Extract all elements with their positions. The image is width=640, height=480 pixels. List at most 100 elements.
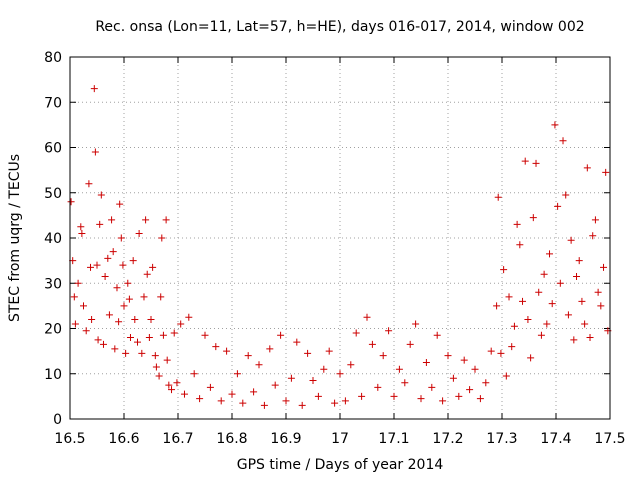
data-point xyxy=(116,200,124,208)
data-point xyxy=(201,331,209,339)
data-point xyxy=(135,229,143,237)
data-point xyxy=(119,261,127,269)
data-point xyxy=(180,390,188,398)
data-point xyxy=(439,397,447,405)
data-point xyxy=(125,295,133,303)
data-point xyxy=(190,370,198,378)
data-point xyxy=(74,279,82,287)
data-point xyxy=(460,356,468,364)
data-point xyxy=(521,157,529,165)
data-point xyxy=(444,352,452,360)
data-point xyxy=(88,315,96,323)
data-point xyxy=(597,302,605,310)
x-tick-label: 17.1 xyxy=(378,431,409,447)
data-point xyxy=(524,315,532,323)
data-point xyxy=(91,148,99,156)
data-point xyxy=(255,361,263,369)
data-point xyxy=(422,358,430,366)
data-point xyxy=(77,223,85,231)
data-point xyxy=(244,352,252,360)
data-point xyxy=(600,263,608,271)
data-point xyxy=(157,293,165,301)
data-point xyxy=(433,331,441,339)
y-tick-label: 40 xyxy=(44,231,62,247)
data-point xyxy=(494,193,502,201)
data-point xyxy=(196,395,204,403)
data-point xyxy=(406,340,414,348)
data-point xyxy=(395,365,403,373)
data-point xyxy=(140,293,148,301)
data-point xyxy=(124,279,132,287)
y-tick-label: 60 xyxy=(44,141,62,157)
data-point xyxy=(173,379,181,387)
data-point xyxy=(482,379,490,387)
data-point xyxy=(385,327,393,335)
data-point xyxy=(540,270,548,278)
data-point xyxy=(513,220,521,228)
data-point xyxy=(412,320,420,328)
data-point xyxy=(131,315,139,323)
data-point xyxy=(559,137,567,145)
data-point xyxy=(155,372,163,380)
y-tick-label: 80 xyxy=(44,50,62,66)
data-point xyxy=(575,257,583,265)
data-point xyxy=(543,320,551,328)
y-axis-label: STEC from uqrg / TECUs xyxy=(7,154,23,322)
data-point xyxy=(562,191,570,199)
data-point xyxy=(487,347,495,355)
data-point xyxy=(581,320,589,328)
data-point xyxy=(298,401,306,409)
data-point xyxy=(90,85,98,93)
x-axis-label: GPS time / Days of year 2014 xyxy=(237,457,444,473)
data-point xyxy=(532,159,540,167)
data-points xyxy=(67,85,612,409)
data-point xyxy=(108,216,116,224)
data-point xyxy=(287,374,295,382)
data-point xyxy=(379,352,387,360)
data-point xyxy=(85,180,93,188)
data-point xyxy=(228,390,236,398)
data-point xyxy=(71,320,79,328)
y-tick-label: 20 xyxy=(44,322,62,338)
data-point xyxy=(556,279,564,287)
data-point xyxy=(527,354,535,362)
data-point xyxy=(152,363,160,371)
x-tick-label: 16.6 xyxy=(108,431,139,447)
data-point xyxy=(493,302,501,310)
data-point xyxy=(177,320,185,328)
data-point xyxy=(120,302,128,310)
data-point xyxy=(516,241,524,249)
data-point xyxy=(529,214,537,222)
y-tick-label: 70 xyxy=(44,95,62,111)
x-tick-label: 16.5 xyxy=(54,431,85,447)
data-point xyxy=(168,386,176,394)
data-point xyxy=(115,318,123,326)
data-point xyxy=(99,340,107,348)
data-point xyxy=(293,338,301,346)
data-point xyxy=(82,327,90,335)
x-tick-labels: 16.5 16.6 16.7 16.8 16.9 17 17.1 17.2 17.3 17.4 17… xyxy=(54,431,625,447)
data-point xyxy=(129,257,137,265)
x-tick-label: 16.9 xyxy=(270,431,301,447)
y-tick-label: 10 xyxy=(44,367,62,383)
data-point xyxy=(158,234,166,242)
data-point xyxy=(117,234,125,242)
data-point xyxy=(368,340,376,348)
data-point xyxy=(535,288,543,296)
data-point xyxy=(96,220,104,228)
data-point xyxy=(266,345,274,353)
data-point xyxy=(138,349,146,357)
data-point xyxy=(401,379,409,387)
data-point xyxy=(390,392,398,400)
data-point xyxy=(282,397,290,405)
x-tick-label: 17.3 xyxy=(486,431,517,447)
data-point xyxy=(260,401,268,409)
data-point xyxy=(466,386,474,394)
data-point xyxy=(347,361,355,369)
data-point xyxy=(70,293,78,301)
data-point xyxy=(170,329,178,337)
chart-title: Rec. onsa (Lon=11, Lat=57, h=HE), days 0… xyxy=(95,19,584,35)
grid xyxy=(70,57,610,419)
data-point xyxy=(352,329,360,337)
data-point xyxy=(87,263,95,271)
